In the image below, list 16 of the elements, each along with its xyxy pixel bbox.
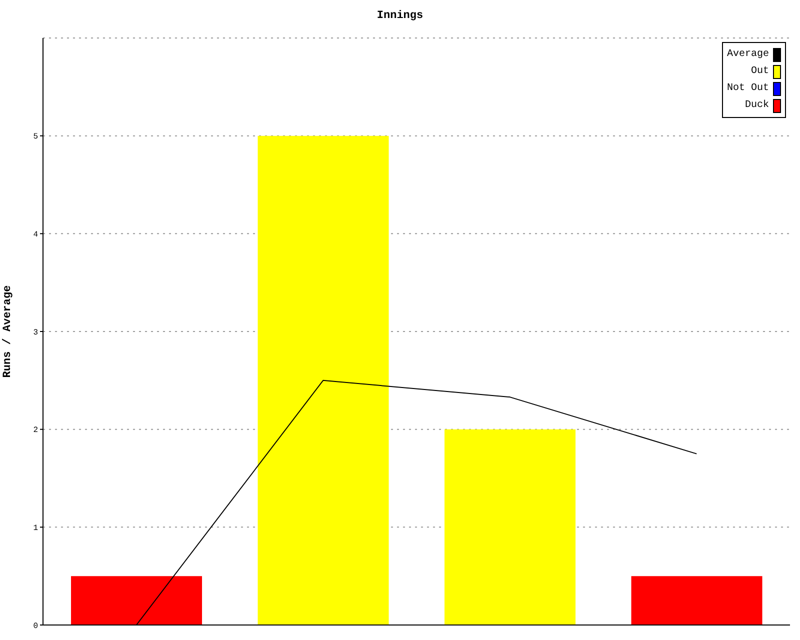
legend-label: Duck [744, 100, 769, 111]
y-tick-label: 0 [33, 622, 38, 631]
bar [631, 576, 762, 625]
legend-label: Not Out [726, 83, 769, 94]
y-tick-label: 1 [33, 524, 38, 534]
y-tick-label: 4 [33, 230, 38, 240]
chart-title: Innings [376, 10, 424, 22]
bar [71, 576, 202, 625]
y-tick-label: 2 [33, 426, 38, 436]
y-tick-label: 3 [33, 328, 38, 338]
bar [258, 136, 389, 625]
y-tick-label: 5 [33, 132, 38, 142]
legend-label: Average [726, 49, 769, 60]
legend-label: Out [750, 66, 769, 77]
bar [444, 429, 576, 625]
y-axis-title: Runs / Average [2, 284, 14, 378]
